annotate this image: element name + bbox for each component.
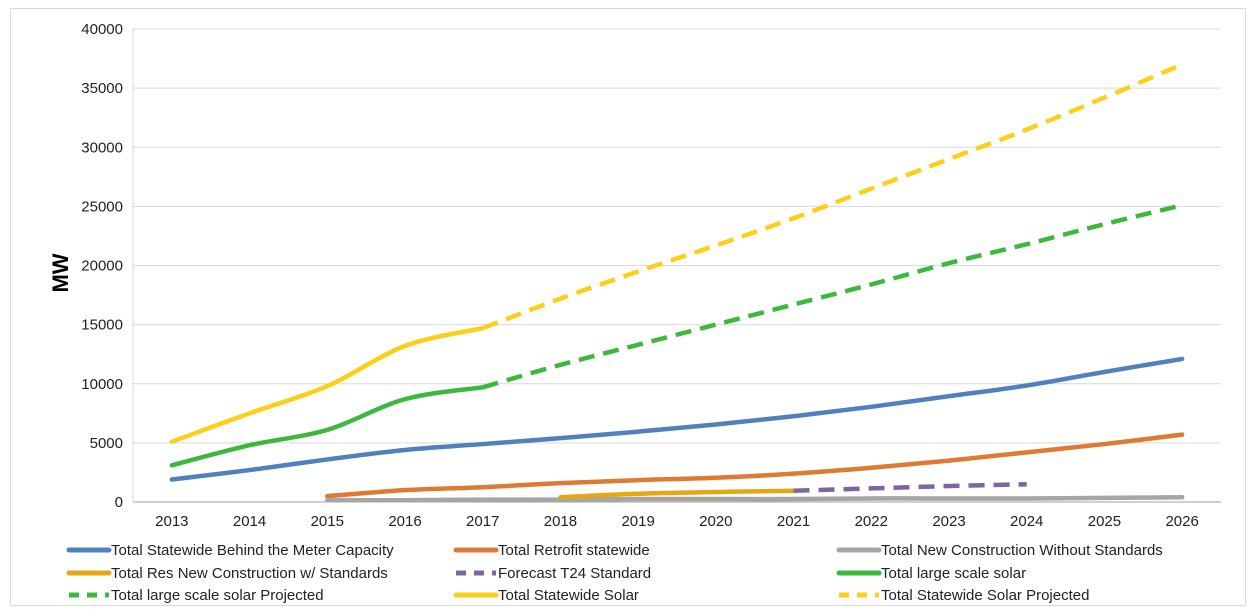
series-line-2	[325, 495, 1185, 503]
y-tick-label: 25000	[81, 198, 123, 215]
legend-label: Total large scale solar	[881, 565, 1026, 582]
legend-label: Total Retrofit statewide	[498, 542, 650, 559]
series-line-6	[482, 203, 1183, 390]
series-line-8	[481, 62, 1184, 331]
legend-label: Total Statewide Solar	[498, 587, 639, 604]
series-line-7	[169, 325, 485, 444]
legend-label: Total Statewide Solar Projected	[881, 587, 1089, 604]
x-tick-label: 2017	[466, 513, 499, 530]
y-tick-label: 35000	[81, 80, 123, 97]
y-tick-label: 20000	[81, 258, 123, 275]
x-tick-label: 2023	[932, 513, 965, 530]
x-tick-label: 2015	[311, 513, 344, 530]
y-axis-label: MW	[48, 253, 73, 292]
y-tick-label: 30000	[81, 139, 123, 156]
line-chart: MW 0 5000 10000 15000 20000 25000 30000 35000 40…	[48, 21, 1221, 604]
legend-label: Total New Construction Without Standards	[881, 542, 1163, 559]
series-line-1	[325, 432, 1185, 499]
x-tick-label: 2014	[233, 513, 266, 530]
y-tick-label: 5000	[90, 435, 123, 452]
y-tick-label: 10000	[81, 376, 123, 393]
x-tick-label: 2019	[621, 513, 654, 530]
x-tick-label: 2022	[855, 513, 888, 530]
legend-label: Total Statewide Behind the Meter Capacit…	[111, 542, 394, 559]
series-line-4	[793, 482, 1027, 494]
legend-label: Total large scale solar Projected	[111, 587, 324, 604]
x-tick-label: 2013	[155, 513, 188, 530]
y-tick-label: 40000	[81, 21, 123, 38]
x-tick-label: 2016	[388, 513, 421, 530]
y-tick-label: 15000	[81, 317, 123, 334]
x-tick-label: 2026	[1165, 513, 1198, 530]
series-line-5	[169, 385, 485, 468]
x-tick-label: 2024	[1010, 513, 1043, 530]
x-tick-label: 2025	[1088, 513, 1121, 530]
x-tick-label: 2018	[544, 513, 577, 530]
series-line-3	[558, 488, 796, 500]
series-line-0	[169, 356, 1185, 482]
chart-frame: MW 0 5000 10000 15000 20000 25000 30000 35000 40…	[10, 8, 1246, 606]
legend-label: Total Res New Construction w/ Standards	[111, 565, 388, 582]
y-tick-label: 0	[115, 494, 123, 511]
legend-label: Forecast T24 Standard	[498, 565, 651, 582]
x-tick-label: 2020	[699, 513, 732, 530]
x-tick-label: 2021	[777, 513, 810, 530]
